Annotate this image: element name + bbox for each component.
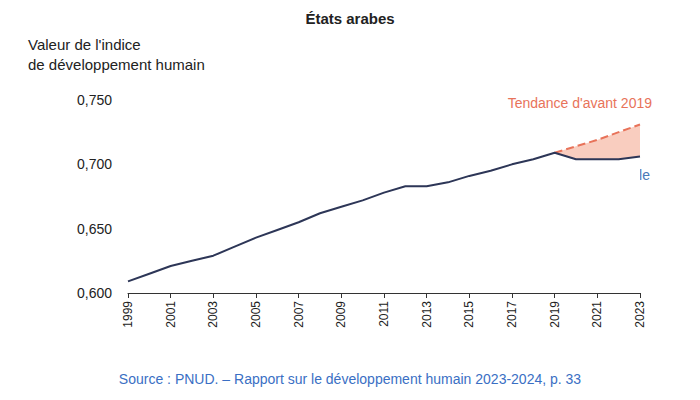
svg-text:2007: 2007: [292, 301, 306, 328]
svg-text:2019: 2019: [548, 301, 562, 328]
svg-text:2017: 2017: [505, 301, 519, 328]
svg-text:2001: 2001: [164, 301, 178, 328]
svg-text:1999: 1999: [121, 301, 135, 328]
svg-text:Source : PNUD. – Rapport sur l: Source : PNUD. – Rapport sur le développ…: [119, 371, 581, 387]
svg-text:2015: 2015: [462, 301, 476, 328]
svg-text:0,650: 0,650: [77, 221, 112, 237]
svg-text:2003: 2003: [206, 301, 220, 328]
svg-text:de développement humain: de développement humain: [28, 56, 205, 73]
svg-text:2013: 2013: [420, 301, 434, 328]
svg-text:0,600: 0,600: [77, 285, 112, 301]
svg-text:0,750: 0,750: [77, 92, 112, 108]
svg-text:Valeur de l'indice: Valeur de l'indice: [28, 36, 141, 53]
svg-text:2009: 2009: [334, 301, 348, 328]
svg-text:2005: 2005: [249, 301, 263, 328]
svg-text:États arabes: États arabes: [305, 10, 394, 27]
svg-text:0,700: 0,700: [77, 156, 112, 172]
svg-text:Tendance d'avant 2019: Tendance d'avant 2019: [508, 95, 653, 111]
svg-text:2021: 2021: [590, 301, 604, 328]
svg-text:2011: 2011: [377, 301, 391, 327]
svg-text:2023: 2023: [633, 301, 647, 328]
